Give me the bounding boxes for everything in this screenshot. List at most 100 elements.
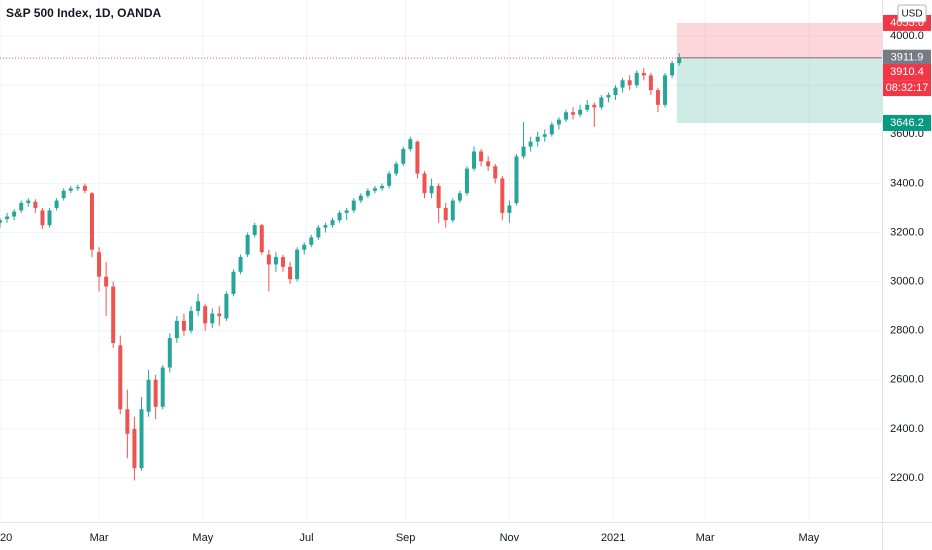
y-tick-label: 4000.0: [890, 30, 924, 42]
candle-body: [153, 379, 158, 407]
candle-body: [47, 210, 52, 226]
candle-body: [663, 75, 668, 105]
axes: 2200.0 2400.0 2600.0 2800.0 3000.0 3200.0 3400…: [0, 14, 931, 544]
candle-body: [500, 178, 505, 213]
candle-body: [19, 203, 24, 211]
currency-button[interactable]: [897, 4, 927, 23]
plot-area: [0, 22, 882, 481]
target-price-label: 3646.2: [890, 117, 924, 129]
currency-label[interactable]: USD: [901, 9, 922, 20]
candle-body: [443, 207, 448, 221]
x-tick-label: 2020: [0, 532, 12, 544]
candle-body: [450, 200, 455, 221]
candle-body: [620, 80, 625, 88]
candle-body: [535, 136, 540, 142]
candle-body: [372, 188, 377, 191]
candle-body: [422, 173, 427, 194]
candle-body: [118, 345, 123, 410]
x-tick-label: May: [192, 532, 213, 544]
candle-body: [429, 185, 434, 194]
candle-body: [12, 211, 17, 217]
candle-body: [507, 205, 512, 213]
y-tick-label: 2800.0: [890, 325, 924, 337]
candle-body: [181, 320, 186, 331]
candle-body: [26, 200, 31, 204]
candle-body: [309, 237, 314, 245]
candle-body: [252, 225, 257, 235]
candle-body: [189, 311, 194, 331]
candle-body: [542, 134, 547, 137]
candle-body: [111, 286, 116, 343]
current-price-label-bg: [883, 64, 931, 81]
candle-body: [606, 95, 611, 98]
candle-body: [472, 151, 477, 169]
stop-zone: [676, 22, 882, 58]
countdown-bg: [883, 80, 931, 97]
candle-body: [599, 97, 604, 108]
candle-body: [323, 225, 328, 228]
target-price-label-bg: [883, 114, 931, 131]
entry-price-label-bg: [883, 49, 931, 66]
candle-body: [40, 210, 45, 226]
candle-body: [571, 112, 576, 115]
candle-body: [146, 379, 151, 412]
candle-body: [174, 320, 179, 339]
candle-body: [280, 257, 285, 267]
candle-body: [210, 313, 215, 324]
candle-body: [196, 301, 201, 312]
x-tick-label: 2021: [601, 532, 625, 544]
candle-body: [160, 367, 165, 407]
candle-body: [493, 166, 498, 179]
y-tick-label: 3000.0: [890, 276, 924, 288]
candle-body: [578, 109, 583, 115]
candle-body: [415, 141, 420, 174]
y-tick-label: 3400.0: [890, 177, 924, 189]
x-tick-label: Jul: [300, 532, 314, 544]
x-tick-label: May: [799, 532, 820, 544]
candle-body: [627, 80, 632, 86]
candle-body: [33, 201, 38, 208]
candle-body: [203, 306, 208, 324]
candle-body: [634, 72, 639, 86]
candle-body: [295, 249, 300, 280]
candle-body: [337, 212, 342, 221]
x-tick-label: Nov: [500, 532, 520, 544]
candle-body: [401, 149, 406, 164]
candle-body: [139, 409, 144, 469]
target-zone: [676, 57, 882, 123]
countdown-label: 08:32:17: [886, 82, 929, 94]
candle-body: [132, 428, 137, 469]
candle-body: [387, 173, 392, 186]
candle-body: [89, 193, 94, 250]
candle-body: [266, 254, 271, 265]
candle-body: [0, 220, 2, 223]
candle-body: [670, 63, 675, 76]
candle-body: [273, 257, 278, 265]
candle-body: [549, 124, 554, 135]
candle-body: [677, 58, 682, 64]
candle-body: [351, 200, 356, 211]
current-price-label: 3910.4: [890, 66, 924, 78]
candle-body: [592, 104, 597, 108]
candle-body: [556, 119, 561, 125]
candle-body: [302, 244, 307, 250]
y-tick-label: 2400.0: [890, 423, 924, 435]
candle-body: [97, 252, 102, 277]
candle-body: [82, 185, 87, 191]
y-tick-label: 3600.0: [890, 128, 924, 140]
candle-body: [486, 161, 491, 167]
candle-body: [104, 276, 109, 287]
candle-body: [585, 104, 590, 110]
candle-body: [613, 87, 618, 96]
candle-body: [217, 313, 222, 316]
x-tick-label: Sep: [396, 532, 416, 544]
candle-body: [238, 257, 243, 272]
candle-body: [365, 190, 370, 196]
y-tick-label: 3200.0: [890, 226, 924, 238]
x-tick-label: Mar: [90, 532, 109, 544]
candle-body: [528, 141, 533, 147]
candle-body: [259, 225, 264, 253]
candle-body: [641, 72, 646, 76]
